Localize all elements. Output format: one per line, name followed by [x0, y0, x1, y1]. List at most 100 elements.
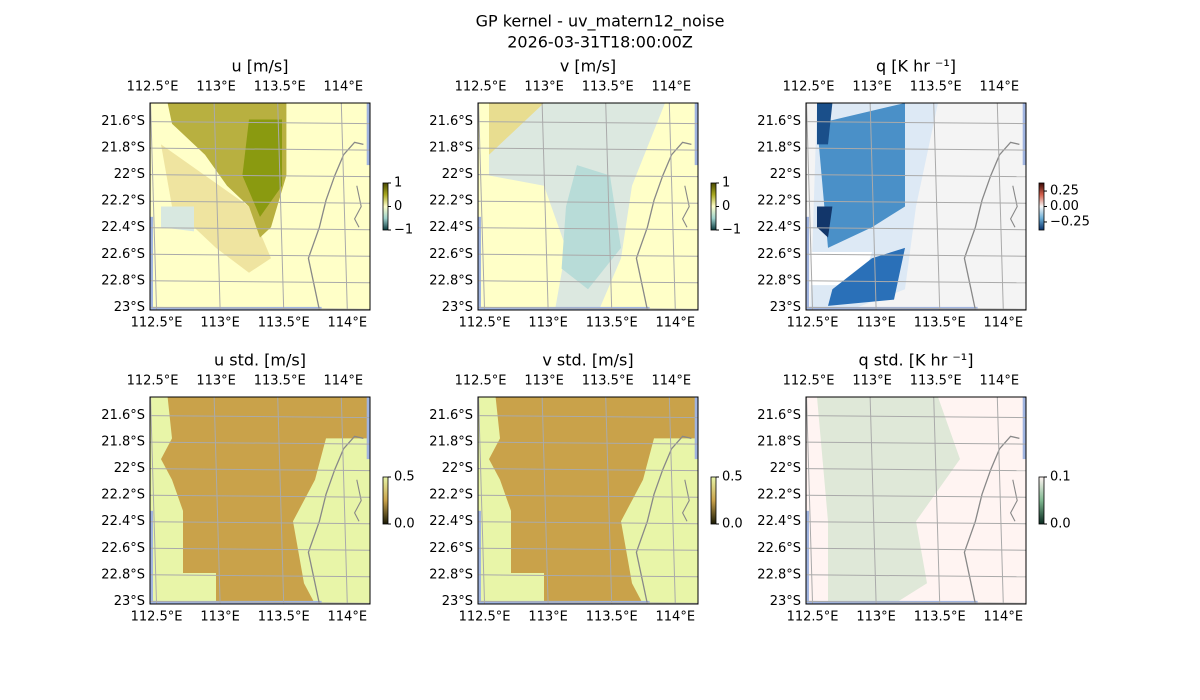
grid-line — [806, 227, 1026, 231]
field-region — [561, 165, 621, 290]
field-region — [828, 247, 905, 306]
lon-tick-label: 113.5°E — [586, 316, 638, 331]
lat-tick-label: 22.6°S — [757, 541, 801, 556]
map-field — [806, 103, 1026, 310]
lat-tick-label: 22.8°S — [429, 273, 473, 288]
lon-tick-label: 114°E — [324, 374, 364, 389]
lat-tick-label: 22°S — [442, 461, 473, 476]
lon-tick-label: 113°E — [852, 374, 892, 389]
lat-tick-label: 22.8°S — [101, 273, 145, 288]
grid-line — [869, 103, 877, 310]
colorbar — [1038, 182, 1045, 231]
lat-tick-label: 22.8°S — [101, 567, 145, 582]
lon-tick-label: 112.5°E — [783, 80, 835, 95]
lon-tick-label: 112.5°E — [459, 610, 511, 625]
lat-tick-label: 22°S — [114, 461, 145, 476]
colorbar-tick-label: 1 — [722, 176, 730, 191]
lon-tick-label: 112.5°E — [455, 374, 507, 389]
lon-tick-label: 113.5°E — [586, 610, 638, 625]
panel-title: v [m/s] — [560, 57, 616, 76]
lon-tick-label: 113.5°E — [910, 374, 962, 389]
grid-line — [541, 397, 549, 604]
coastline — [635, 141, 692, 310]
grid-line — [150, 397, 158, 604]
lat-tick-label: 22.8°S — [757, 567, 801, 582]
figure-title: GP kernel - uv_matern12_noise — [476, 12, 725, 32]
grid-line — [478, 600, 698, 604]
lon-tick-label: 113.5°E — [914, 610, 966, 625]
grid-line — [150, 147, 370, 151]
panel-title: q std. [K hr ⁻¹] — [859, 351, 974, 370]
lat-tick-label: 22.2°S — [101, 488, 145, 503]
field-region — [817, 397, 960, 604]
lon-tick-label: 113.5°E — [582, 374, 634, 389]
lon-tick-label: 114°E — [328, 610, 368, 625]
lat-tick-label: 22.6°S — [101, 541, 145, 556]
grid-line — [150, 521, 370, 525]
lat-tick-label: 22.4°S — [101, 220, 145, 235]
lon-tick-label: 112.5°E — [787, 316, 839, 331]
grid-line — [806, 147, 1026, 151]
lat-tick-label: 22.2°S — [429, 194, 473, 209]
grid-line — [478, 121, 698, 125]
grid-line — [150, 494, 370, 498]
grid-line — [478, 200, 698, 204]
grid-line — [806, 441, 1026, 445]
lon-tick-label: 113.5°E — [254, 80, 306, 95]
grid-line — [150, 468, 370, 472]
grid-line — [933, 397, 941, 604]
grid-line — [150, 253, 370, 257]
lon-tick-label: 113.5°E — [254, 374, 306, 389]
grid-line — [213, 103, 221, 310]
grid-line — [933, 103, 941, 310]
lat-tick-label: 21.8°S — [429, 435, 473, 450]
grid-line — [150, 280, 370, 284]
grid-line — [150, 600, 370, 604]
map-frame — [477, 102, 699, 311]
grid-line — [478, 468, 698, 472]
lon-tick-label: 113.5°E — [910, 80, 962, 95]
grid-line — [478, 227, 698, 231]
lon-tick-label: 113.5°E — [258, 316, 310, 331]
map-field — [150, 397, 370, 604]
map-field — [478, 397, 698, 604]
grid-line — [806, 306, 1026, 310]
grid-line — [806, 547, 1026, 551]
lat-tick-label: 21.8°S — [757, 435, 801, 450]
grid-line — [806, 574, 1026, 578]
colorbar-tick-label: 0.00 — [1050, 199, 1079, 214]
lat-tick-label: 22°S — [442, 167, 473, 182]
lat-tick-label: 22°S — [770, 461, 801, 476]
ocean-edge — [694, 397, 698, 460]
colorbar-tick-label: 0.0 — [722, 517, 743, 532]
lon-tick-label: 113°E — [524, 80, 564, 95]
colorbar — [710, 182, 717, 231]
grid-line — [478, 147, 698, 151]
lon-tick-label: 112.5°E — [127, 374, 179, 389]
ocean-edge — [806, 510, 809, 604]
map-field — [478, 103, 698, 310]
colorbar-tick-label: −1 — [394, 223, 413, 238]
lon-tick-label: 114°E — [324, 80, 364, 95]
lat-tick-label: 22°S — [770, 167, 801, 182]
lon-tick-label: 114°E — [984, 316, 1024, 331]
lat-tick-label: 22.2°S — [757, 488, 801, 503]
lon-tick-label: 113°E — [528, 316, 568, 331]
lat-tick-label: 23°S — [114, 594, 145, 609]
grid-line — [150, 306, 370, 310]
grid-line — [150, 121, 370, 125]
coastline — [1009, 185, 1018, 228]
grid-line — [150, 174, 370, 178]
grid-line — [605, 397, 613, 604]
coastline — [307, 435, 364, 604]
panel-title: v std. [m/s] — [542, 351, 633, 370]
grid-line — [478, 174, 698, 178]
grid-line — [541, 103, 549, 310]
ocean-edge — [694, 103, 698, 166]
lon-tick-label: 114°E — [652, 374, 692, 389]
grid-line — [150, 547, 370, 551]
grid-line — [478, 547, 698, 551]
lat-tick-label: 23°S — [770, 300, 801, 315]
lat-tick-label: 22.4°S — [429, 514, 473, 529]
